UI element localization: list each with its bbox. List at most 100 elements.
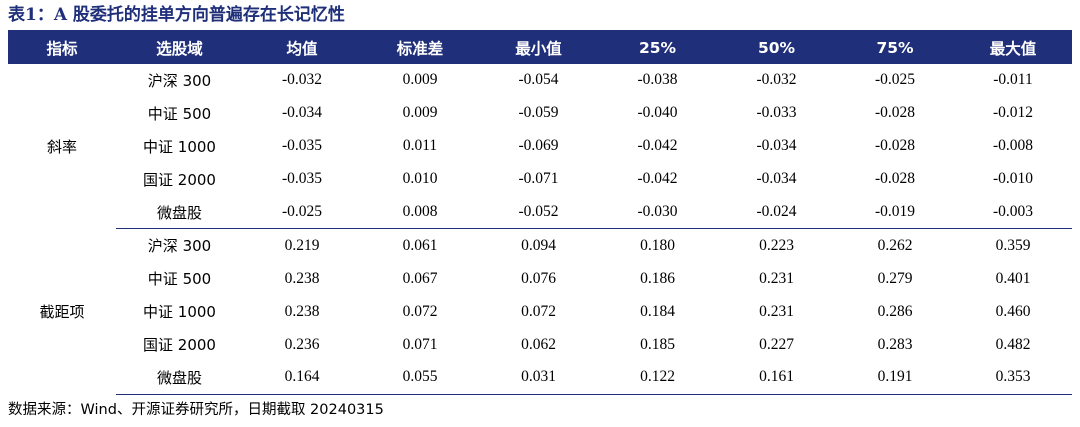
header-cell: 均值: [243, 31, 361, 64]
stock-pool-cell: 微盘股: [116, 195, 243, 230]
source-note: 数据来源：Wind、开源证券研究所，日期截取 20240315: [8, 402, 384, 418]
table-row: 中证 1000 -0.035 0.011 -0.069 -0.042 -0.034 -0.0…: [8, 130, 1072, 163]
value-cell: 0.283: [877, 335, 913, 353]
value-cell: 0.186: [640, 269, 675, 287]
value-cell: 0.460: [995, 302, 1031, 320]
value-cell: 0.055: [361, 361, 479, 395]
value-cell: 0.072: [521, 302, 556, 320]
stock-pool-cell: 微盘股: [116, 361, 243, 395]
value-cell: 0.164: [243, 361, 361, 395]
value-cell: 0.180: [640, 236, 675, 254]
stock-pool-cell: 国证 2000: [143, 170, 216, 189]
value-cell: -0.008: [992, 137, 1034, 155]
value-cell: -0.030: [598, 195, 717, 230]
table-title: 表1：A 股委托的挂单方向普遍存在长记忆性: [8, 5, 345, 25]
value-cell: 0.279: [877, 269, 913, 287]
header-cell: 50%: [717, 31, 836, 64]
value-cell: 0.401: [995, 269, 1031, 287]
header-cell: 最小值: [479, 31, 598, 64]
value-cell: -0.011: [993, 71, 1033, 89]
value-cell: -0.028: [874, 170, 916, 188]
value-cell: -0.003: [954, 195, 1072, 230]
value-cell: -0.059: [518, 104, 559, 122]
value-cell: -0.052: [479, 195, 598, 230]
value-cell: 0.072: [402, 302, 438, 320]
stock-pool-cell: 中证 500: [147, 104, 212, 123]
value-cell: -0.028: [874, 137, 916, 155]
value-cell: -0.012: [992, 104, 1034, 122]
header-row: 指标 选股域 均值 标准差 最小值 25% 50% 75% 最大值: [8, 31, 1072, 64]
table-row: 中证 1000 0.238 0.072 0.072 0.184 0.231 0.286 0.4…: [8, 295, 1072, 328]
metric-group-label: 截距项: [39, 303, 85, 322]
value-cell: 0.031: [479, 361, 598, 395]
value-cell: 0.191: [836, 361, 954, 395]
table-row: 微盘股 -0.025 0.008 -0.052 -0.030 -0.024 -0.019 -0…: [8, 195, 1072, 230]
table-row: 国证 2000 -0.035 0.010 -0.071 -0.042 -0.034 -0.0…: [8, 163, 1072, 196]
table-row: 国证 2000 0.236 0.071 0.062 0.185 0.227 0.283 0.4…: [8, 328, 1072, 361]
value-cell: 0.262: [877, 236, 913, 254]
value-cell: 0.286: [877, 302, 913, 320]
value-cell: 0.071: [402, 335, 438, 353]
value-cell: -0.034: [756, 137, 797, 155]
stock-pool-cell: 沪深 300: [147, 71, 212, 90]
value-cell: 0.161: [717, 361, 836, 395]
value-cell: 0.353: [954, 361, 1072, 395]
value-cell: 0.067: [402, 269, 438, 287]
value-cell: 0.227: [759, 335, 794, 353]
value-cell: 0.231: [759, 302, 794, 320]
value-cell: -0.019: [836, 195, 954, 230]
value-cell: 0.061: [402, 236, 438, 254]
value-cell: 0.122: [598, 361, 717, 395]
value-cell: 0.184: [640, 302, 675, 320]
header-cell: 75%: [836, 31, 954, 64]
value-cell: -0.035: [281, 137, 323, 155]
value-cell: -0.042: [637, 170, 678, 188]
value-cell: 0.009: [402, 104, 438, 122]
value-cell: 0.011: [402, 137, 438, 155]
value-cell: 0.359: [995, 236, 1031, 254]
stock-pool-cell: 中证 1000: [143, 137, 216, 156]
value-cell: -0.028: [874, 104, 916, 122]
value-cell: 0.010: [402, 170, 438, 188]
table-body: 斜率 沪深 300 -0.032 0.009 -0.054 -0.038 -0.032 -0.…: [8, 64, 1072, 395]
value-cell: 0.076: [521, 269, 556, 287]
table-row: 斜率 沪深 300 -0.032 0.009 -0.054 -0.038 -0.032 -0.…: [8, 64, 1072, 156]
table-row: 中证 500 0.238 0.067 0.076 0.186 0.231 0.279 0.40…: [8, 262, 1072, 295]
header-cell: 最大值: [954, 31, 1072, 64]
value-cell: -0.034: [756, 170, 797, 188]
value-cell: -0.035: [281, 170, 323, 188]
value-cell: -0.025: [243, 195, 361, 230]
header-cell: 25%: [598, 31, 717, 64]
value-cell: -0.038: [637, 71, 678, 89]
value-cell: -0.025: [874, 71, 916, 89]
value-cell: -0.032: [281, 71, 323, 89]
header-cell: 指标: [8, 31, 116, 64]
value-cell: -0.069: [518, 137, 559, 155]
table-row: 截距项 沪深 300 0.219 0.061 0.094 0.180 0.223 0.262 0…: [8, 229, 1072, 321]
statistics-table: 指标 选股域 均值 标准差 最小值 25% 50% 75% 最大值 斜率沪深 3…: [8, 31, 1072, 395]
header-cell: 选股域: [116, 31, 243, 64]
value-cell: 0.008: [361, 195, 479, 230]
value-cell: -0.034: [281, 104, 323, 122]
value-cell: -0.024: [717, 195, 836, 230]
stock-pool-cell: 中证 1000: [143, 303, 216, 322]
header-cell: 标准差: [361, 31, 479, 64]
metric-group-label: 斜率: [46, 137, 77, 156]
value-cell: 0.236: [284, 335, 320, 353]
table-row: 微盘股 0.164 0.055 0.031 0.122 0.161 0.191 0.353: [8, 361, 1072, 395]
value-cell: 0.482: [995, 335, 1031, 353]
value-cell: 0.062: [521, 335, 556, 353]
value-cell: 0.094: [521, 236, 556, 254]
value-cell: 0.219: [284, 236, 320, 254]
value-cell: 0.185: [640, 335, 675, 353]
table-row: 中证 500 -0.034 0.009 -0.059 -0.040 -0.033 -0.02…: [8, 97, 1072, 130]
value-cell: 0.223: [759, 236, 794, 254]
value-cell: -0.042: [637, 137, 678, 155]
value-cell: 0.009: [402, 71, 438, 89]
value-cell: 0.231: [759, 269, 794, 287]
value-cell: -0.033: [756, 104, 797, 122]
value-cell: -0.071: [518, 170, 559, 188]
stock-pool-cell: 沪深 300: [147, 237, 212, 256]
value-cell: -0.010: [992, 170, 1034, 188]
value-cell: -0.040: [637, 104, 678, 122]
